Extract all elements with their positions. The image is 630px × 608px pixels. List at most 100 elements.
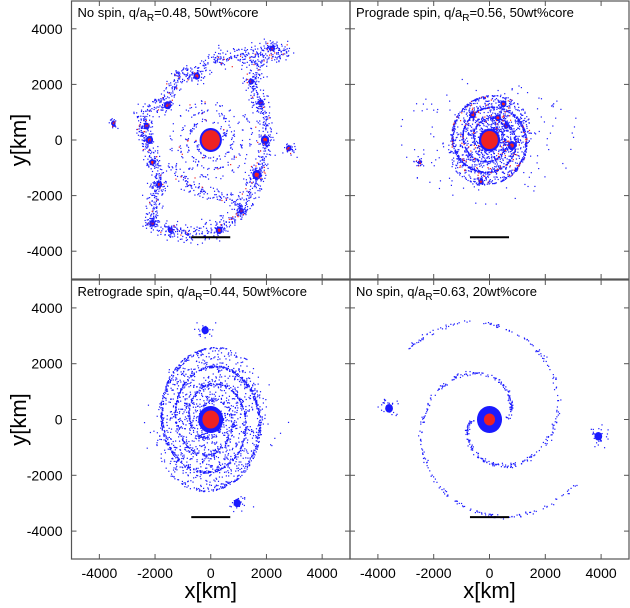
particle [225,221,226,222]
particle [193,380,194,381]
particle [475,151,476,152]
particle [207,487,208,488]
particle [482,121,483,122]
particle [219,199,220,200]
particle [257,92,258,93]
particle [190,133,191,134]
particle [214,444,215,445]
particle [294,143,295,144]
particle [508,107,509,108]
particle [228,378,229,379]
particle [257,107,258,108]
particle [250,189,251,190]
particle [503,100,504,101]
particle [470,181,471,182]
particle [157,173,158,174]
particle [181,151,182,152]
particle [498,170,499,171]
particle [215,160,216,161]
particle [195,104,196,105]
particle [459,112,460,113]
particle [473,120,474,121]
particle [512,161,513,162]
particle [271,60,272,61]
particle [204,157,205,158]
particle [191,79,192,80]
particle [160,169,161,170]
particle [264,118,265,119]
particle [210,228,211,229]
particle [223,196,224,197]
particle [452,164,453,165]
particle [261,175,262,176]
particle [213,61,214,62]
particle [259,188,260,189]
particle [252,194,253,195]
particle [187,181,188,182]
particle [185,177,186,178]
particle [271,54,272,55]
particle [508,97,509,98]
particle [156,111,157,112]
particle [150,185,151,186]
particle [197,227,198,228]
particle [157,220,158,221]
particle [203,83,204,84]
particle [483,123,484,124]
particle [259,96,260,97]
particle [186,69,187,70]
particle [401,126,402,127]
particle [163,98,164,99]
particle [249,58,250,59]
particle [253,165,254,166]
particle [180,234,181,235]
particle [197,194,198,195]
particle [198,67,199,68]
particle [133,112,134,113]
particle [205,60,206,61]
particle [467,180,468,181]
particle [182,72,183,73]
particle [210,187,211,188]
particle [182,421,183,422]
particle [151,174,152,175]
particle [501,107,502,108]
particle [237,216,238,217]
particle [259,108,260,109]
particle [463,160,464,161]
particle [525,150,526,151]
particle [477,178,478,179]
particle [249,193,250,194]
particle [152,101,153,102]
particle [456,152,457,153]
particle [254,169,255,170]
particle [472,183,473,184]
particle [423,149,424,150]
particle [510,132,511,133]
particle [265,129,266,130]
particle [249,143,250,144]
particle [219,113,220,114]
particle [145,156,146,157]
particle [153,187,154,188]
particle [198,187,199,188]
clump-core [254,173,258,177]
particle [421,164,422,165]
particle [152,116,153,117]
particle [459,172,460,173]
particle [208,231,209,232]
particle [220,167,221,168]
particle [203,77,204,78]
particle [160,165,161,166]
particle [471,127,472,128]
particle [279,56,280,57]
particle [209,220,210,221]
particle [234,49,235,50]
particle [145,220,146,221]
particle [227,130,228,131]
particle [481,127,482,128]
particle [262,164,263,165]
particle [283,48,284,49]
particle [487,118,488,119]
particle [498,131,499,132]
